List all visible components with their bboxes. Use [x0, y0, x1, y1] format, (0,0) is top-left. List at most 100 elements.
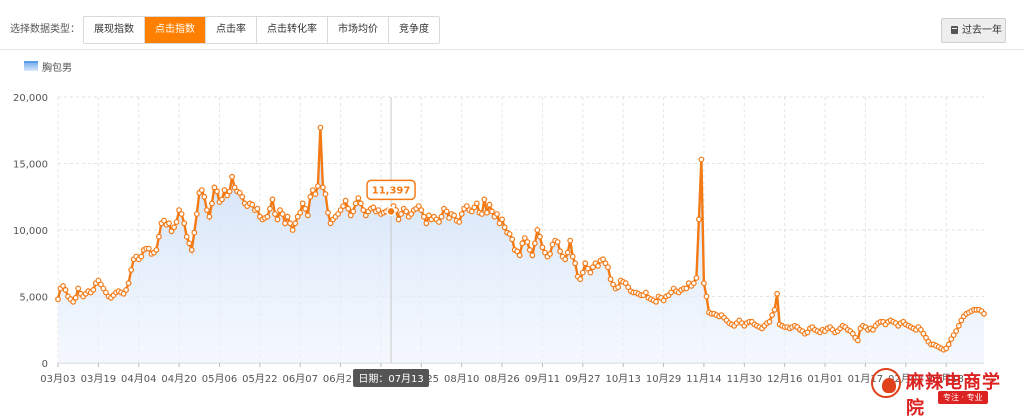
data-point[interactable]: [564, 249, 571, 256]
data-point[interactable]: [920, 330, 927, 337]
data-point[interactable]: [567, 237, 574, 244]
data-point[interactable]: [352, 200, 359, 207]
data-point[interactable]: [418, 207, 425, 214]
data-point[interactable]: [668, 289, 674, 296]
data-point[interactable]: [123, 287, 129, 293]
data-point[interactable]: [653, 298, 659, 305]
data-point[interactable]: [489, 208, 495, 215]
data-point[interactable]: [231, 184, 238, 191]
data-point[interactable]: [254, 205, 261, 212]
data-point[interactable]: [516, 252, 523, 259]
data-point[interactable]: [153, 246, 160, 253]
data-point[interactable]: [774, 290, 780, 297]
data-point[interactable]: [198, 187, 205, 194]
period-select-button[interactable]: 过去一年: [941, 18, 1006, 43]
data-point[interactable]: [698, 156, 705, 163]
data-point[interactable]: [299, 200, 306, 207]
data-point[interactable]: [208, 200, 215, 207]
data-point[interactable]: [355, 195, 362, 202]
data-point[interactable]: [95, 277, 102, 284]
data-point[interactable]: [120, 290, 127, 297]
data-point[interactable]: [176, 207, 183, 214]
data-point[interactable]: [272, 211, 278, 217]
data-point[interactable]: [981, 310, 987, 317]
data-point[interactable]: [279, 211, 286, 217]
data-point[interactable]: [70, 298, 76, 305]
data-point[interactable]: [615, 284, 621, 291]
data-point[interactable]: [562, 256, 569, 263]
data-point[interactable]: [958, 317, 965, 324]
data-point[interactable]: [415, 203, 422, 210]
data-point[interactable]: [683, 285, 690, 292]
data-point[interactable]: [183, 233, 190, 240]
data-point[interactable]: [804, 329, 811, 336]
data-point[interactable]: [125, 280, 132, 287]
data-point[interactable]: [193, 211, 200, 217]
data-point[interactable]: [526, 246, 533, 253]
data-point[interactable]: [446, 215, 453, 221]
data-point[interactable]: [479, 211, 485, 217]
data-point[interactable]: [408, 211, 415, 217]
tab-market-avg-price[interactable]: 市场均价: [328, 17, 389, 43]
data-point[interactable]: [375, 207, 382, 214]
data-point[interactable]: [496, 220, 503, 227]
data-point[interactable]: [696, 216, 702, 223]
data-point[interactable]: [173, 219, 180, 225]
data-point[interactable]: [557, 248, 563, 255]
data-point[interactable]: [509, 236, 516, 243]
data-point[interactable]: [138, 253, 145, 260]
data-point[interactable]: [953, 328, 960, 335]
data-point[interactable]: [166, 220, 172, 227]
data-point[interactable]: [918, 326, 924, 333]
data-point[interactable]: [284, 213, 291, 220]
data-point[interactable]: [347, 212, 354, 219]
data-point[interactable]: [188, 246, 195, 253]
data-point[interactable]: [320, 184, 326, 191]
data-point[interactable]: [403, 208, 410, 215]
data-point[interactable]: [269, 196, 276, 203]
data-point[interactable]: [102, 289, 109, 296]
data-point[interactable]: [766, 318, 773, 325]
data-point[interactable]: [950, 332, 957, 339]
data-point[interactable]: [577, 276, 584, 283]
data-point[interactable]: [297, 209, 304, 216]
data-point[interactable]: [206, 213, 213, 220]
data-point[interactable]: [486, 201, 493, 208]
data-point[interactable]: [395, 216, 402, 223]
data-point[interactable]: [945, 341, 952, 348]
data-point[interactable]: [622, 280, 629, 287]
data-point[interactable]: [178, 211, 185, 217]
data-point[interactable]: [274, 216, 281, 223]
data-point[interactable]: [494, 211, 500, 217]
data-point[interactable]: [357, 200, 364, 207]
data-point[interactable]: [282, 220, 289, 227]
data-point[interactable]: [97, 281, 104, 288]
data-point[interactable]: [309, 187, 316, 194]
data-point[interactable]: [289, 227, 296, 233]
data-point[interactable]: [145, 245, 152, 252]
data-point[interactable]: [579, 269, 586, 276]
data-point[interactable]: [370, 204, 377, 211]
data-point[interactable]: [155, 233, 162, 240]
data-point[interactable]: [537, 233, 543, 240]
data-point[interactable]: [463, 203, 470, 210]
highlight-point[interactable]: [386, 206, 396, 217]
data-point[interactable]: [335, 211, 342, 217]
data-point[interactable]: [186, 240, 193, 247]
data-point[interactable]: [595, 263, 601, 269]
data-point[interactable]: [481, 196, 488, 203]
data-point[interactable]: [221, 187, 228, 194]
data-point[interactable]: [426, 212, 432, 219]
data-point[interactable]: [547, 250, 553, 257]
data-point[interactable]: [602, 260, 609, 267]
data-point[interactable]: [211, 184, 218, 191]
data-point[interactable]: [605, 264, 611, 271]
data-point[interactable]: [554, 239, 561, 245]
data-point[interactable]: [436, 219, 442, 225]
chart-legend[interactable]: 胸包男: [24, 60, 72, 74]
data-point[interactable]: [317, 124, 324, 131]
data-point[interactable]: [590, 264, 596, 271]
data-point[interactable]: [539, 244, 546, 251]
data-point[interactable]: [226, 188, 233, 195]
data-point[interactable]: [287, 220, 294, 227]
